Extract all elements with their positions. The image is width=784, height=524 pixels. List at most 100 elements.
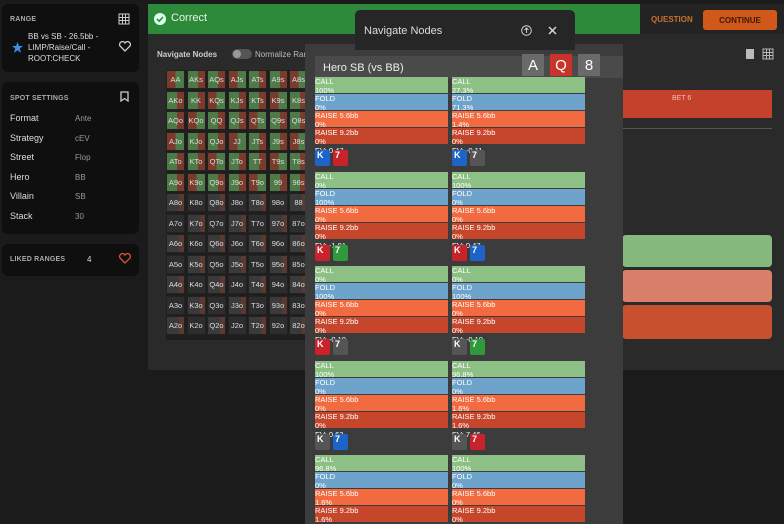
hand-cell[interactable]: T3o [248,295,267,315]
hand-cell[interactable]: 95o [268,254,288,274]
hand-cell[interactable]: A8o [166,193,185,212]
hand-cell[interactable]: Q2o [207,316,226,335]
node-card[interactable]: K [452,339,467,355]
hand-cell[interactable]: 99 [268,172,288,192]
node-card[interactable]: 7 [470,150,485,166]
hand-cell[interactable]: KQo [186,111,206,130]
hand-cell[interactable]: TT [248,152,267,171]
hand-cell[interactable]: QTo [207,152,226,171]
hand-cell[interactable]: QTs [248,111,267,130]
hand-cell[interactable]: Q7o [207,213,226,233]
hand-cell[interactable]: QJo [207,131,226,151]
hand-cell[interactable]: 97o [268,213,288,233]
hand-cell[interactable]: QQ [207,111,226,130]
hand-cell[interactable]: A7o [166,213,185,233]
hand-cell[interactable]: KTo [186,152,206,171]
node-card[interactable]: 7 [333,244,348,261]
hand-cell[interactable]: J5o [227,254,247,274]
hand-cell[interactable]: J4o [227,275,247,294]
hand-cell[interactable]: A9o [166,172,185,192]
hand-cell[interactable]: K5o [186,254,206,274]
hand-cell[interactable]: A3o [166,295,185,315]
up-icon[interactable] [521,25,532,36]
hand-cell[interactable]: 98o [268,193,288,212]
hand-cell[interactable]: J3o [227,295,247,315]
heart-icon[interactable] [119,41,131,52]
action-row[interactable]: RAISE 9.2bb 0% EV: -0.19 [315,317,448,344]
hand-cell[interactable]: KTs [248,90,267,110]
hand-cell[interactable]: AQs [207,70,226,89]
hand-cell[interactable]: T9o [248,172,267,192]
node-card[interactable]: K [315,339,330,355]
hand-cell[interactable]: Q5o [207,254,226,274]
hand-cell[interactable]: A2o [166,316,185,335]
hand-cell[interactable]: KK [186,90,206,110]
hand-cell[interactable]: AKs [186,70,206,89]
hand-cell[interactable]: ATo [166,152,185,171]
hand-cell[interactable]: J9o [227,172,247,192]
hand-cell[interactable]: AA [166,70,185,89]
hand-cell[interactable]: T5o [248,254,267,274]
hand-cell[interactable]: KQs [207,90,226,110]
hand-cell[interactable]: 83o [289,295,308,315]
hand-cell[interactable]: Q3o [207,295,226,315]
hand-cell[interactable]: A5o [166,254,185,274]
hand-cell[interactable]: AJs [227,70,247,89]
node-card[interactable]: K [452,433,467,450]
hand-cell[interactable]: AQo [166,111,185,130]
view-icons[interactable] [745,48,775,60]
hand-cell[interactable]: T9s [268,152,288,171]
grid-icon[interactable] [118,13,130,25]
hand-cell[interactable]: K9o [186,172,206,192]
hand-cell[interactable]: J7o [227,213,247,233]
node-card[interactable]: 7 [470,339,485,355]
hand-cell[interactable]: K4o [186,275,206,294]
hand-cell[interactable]: A9s [268,70,288,89]
hand-cell[interactable]: K9s [268,90,288,110]
hand-cell[interactable]: AKo [166,90,185,110]
hand-cell[interactable]: K6o [186,234,206,253]
hand-cell[interactable]: 96o [268,234,288,253]
action-row[interactable]: RAISE 9.2bb 0% EV: -1.91 [315,222,448,250]
question-button[interactable]: QUESTION [651,15,693,24]
hand-cell[interactable]: Q9s [268,111,288,130]
hand-cell[interactable]: K2o [186,316,206,335]
hand-cell[interactable]: T6o [248,234,267,253]
star-icon[interactable] [12,42,23,53]
action-row[interactable]: RAISE 9.2bb 0% EV: -0.11 [452,128,585,155]
hand-cell[interactable]: ATs [248,70,267,89]
hand-cell[interactable]: QJs [227,111,247,130]
hand-cell[interactable]: K3o [186,295,206,315]
hand-cell[interactable]: A4o [166,275,185,294]
hand-cell[interactable]: JJ [227,131,247,151]
node-card[interactable]: 7 [333,339,348,355]
